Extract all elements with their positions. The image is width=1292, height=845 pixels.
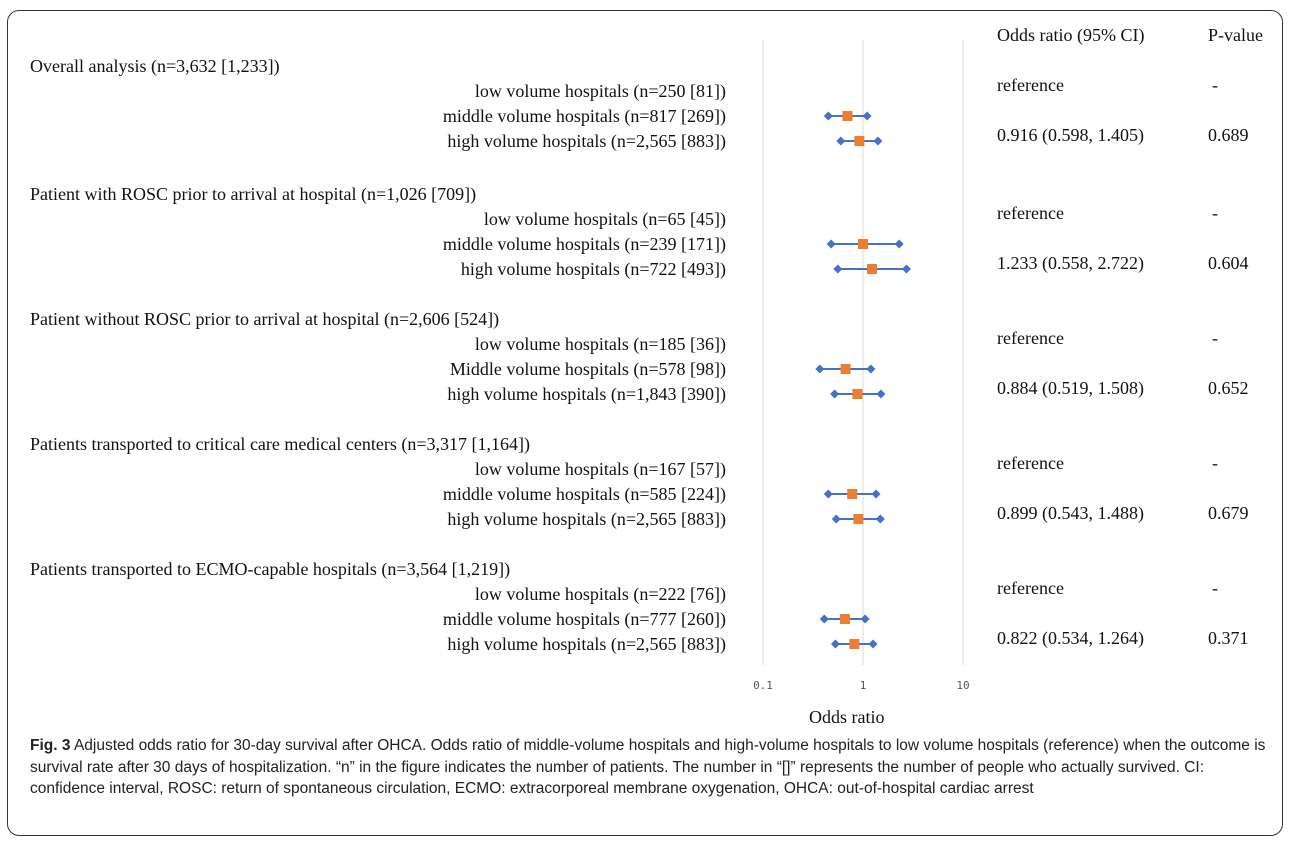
ci-endpoint xyxy=(823,111,833,121)
subgroup-label: high volume hospitals (n=2,565 [883]) xyxy=(447,634,726,654)
subgroup-label: middle volume hospitals (n=817 [269]) xyxy=(442,106,726,126)
subgroup-label: middle volume hospitals (n=239 [171]) xyxy=(442,234,726,254)
reference-p-value: - xyxy=(1212,203,1218,223)
odds-ratio-point xyxy=(854,136,865,146)
or-column-header: Odds ratio (95% CI) xyxy=(997,25,1145,45)
figure-frame xyxy=(7,10,1283,836)
subgroup-label: high volume hospitals (n=2,565 [883]) xyxy=(447,509,726,529)
subgroup-label: low volume hospitals (n=222 [76]) xyxy=(474,584,726,604)
caption-text: Adjusted odds ratio for 30-day survival … xyxy=(30,737,1266,797)
reference-label: reference xyxy=(997,328,1064,348)
odds-ratio-ci: 0.822 (0.534, 1.264) xyxy=(997,628,1144,648)
ci-endpoint xyxy=(868,639,878,649)
p-value: 0.371 xyxy=(1208,628,1249,648)
figure-caption: Fig. 3 Adjusted odds ratio for 30-day su… xyxy=(30,735,1270,800)
ci-endpoint xyxy=(836,136,846,146)
p-value-column-header: P-value xyxy=(1208,25,1263,45)
odds-ratio-point xyxy=(842,111,853,121)
ci-endpoint xyxy=(833,264,843,274)
odds-ratio-point xyxy=(839,614,850,624)
subgroup-label: Middle volume hospitals (n=578 [98]) xyxy=(449,359,726,379)
group-title: Overall analysis (n=3,632 [1,233]) xyxy=(30,56,280,76)
reference-label: reference xyxy=(997,578,1064,598)
group-title: Patients transported to ECMO-capable hos… xyxy=(30,559,511,579)
group-title: Patient without ROSC prior to arrival at… xyxy=(30,309,500,329)
ci-endpoint xyxy=(819,614,829,624)
ci-endpoint xyxy=(866,364,876,374)
ci-endpoint xyxy=(894,239,904,249)
p-value: 0.679 xyxy=(1208,503,1249,523)
subgroup-label: middle volume hospitals (n=777 [260]) xyxy=(442,609,726,629)
x-tick-label: 1 xyxy=(860,679,867,692)
ci-endpoint xyxy=(862,111,872,121)
group-title: Patient with ROSC prior to arrival at ho… xyxy=(30,184,477,204)
ci-endpoint xyxy=(860,614,870,624)
subgroup-label: low volume hospitals (n=65 [45]) xyxy=(483,209,726,229)
odds-ratio-point xyxy=(853,514,864,524)
odds-ratio-point xyxy=(840,364,851,374)
ci-endpoint xyxy=(831,514,841,524)
reference-p-value: - xyxy=(1212,578,1218,598)
ci-endpoint xyxy=(876,389,886,399)
reference-label: reference xyxy=(997,75,1064,95)
odds-ratio-ci: 0.899 (0.543, 1.488) xyxy=(997,503,1144,523)
subgroup-label: high volume hospitals (n=1,843 [390]) xyxy=(447,384,726,404)
ci-endpoint xyxy=(823,489,833,499)
ci-endpoint xyxy=(830,389,840,399)
p-value: 0.652 xyxy=(1208,378,1249,398)
ci-endpoint xyxy=(901,264,911,274)
subgroup-label: middle volume hospitals (n=585 [224]) xyxy=(442,484,726,504)
reference-p-value: - xyxy=(1212,328,1218,348)
subgroup-label: low volume hospitals (n=250 [81]) xyxy=(474,81,726,101)
x-tick-label: 0.1 xyxy=(753,679,773,692)
reference-label: reference xyxy=(997,203,1064,223)
ci-endpoint xyxy=(875,514,885,524)
subgroup-label: high volume hospitals (n=722 [493]) xyxy=(460,259,726,279)
odds-ratio-point xyxy=(847,489,858,499)
subgroup-label: high volume hospitals (n=2,565 [883]) xyxy=(447,131,726,151)
odds-ratio-point xyxy=(866,264,877,274)
p-value: 0.604 xyxy=(1208,253,1249,273)
x-axis-title: Odds ratio xyxy=(809,707,885,727)
figure-label: Fig. 3 xyxy=(30,737,71,754)
odds-ratio-ci: 1.233 (0.558, 2.722) xyxy=(997,253,1144,273)
odds-ratio-ci: 0.884 (0.519, 1.508) xyxy=(997,378,1144,398)
odds-ratio-ci: 0.916 (0.598, 1.405) xyxy=(997,125,1144,145)
subgroup-label: low volume hospitals (n=167 [57]) xyxy=(474,459,726,479)
odds-ratio-point xyxy=(852,389,863,399)
ci-endpoint xyxy=(815,364,825,374)
ci-endpoint xyxy=(826,239,836,249)
ci-endpoint xyxy=(873,136,883,146)
p-value: 0.689 xyxy=(1208,125,1249,145)
reference-p-value: - xyxy=(1212,75,1218,95)
odds-ratio-point xyxy=(858,239,868,249)
odds-ratio-point xyxy=(849,639,860,649)
reference-label: reference xyxy=(997,453,1064,473)
reference-p-value: - xyxy=(1212,453,1218,473)
ci-endpoint xyxy=(871,489,881,499)
subgroup-label: low volume hospitals (n=185 [36]) xyxy=(474,334,726,354)
ci-endpoint xyxy=(830,639,840,649)
group-title: Patients transported to critical care me… xyxy=(30,434,530,454)
x-tick-label: 10 xyxy=(956,679,969,692)
